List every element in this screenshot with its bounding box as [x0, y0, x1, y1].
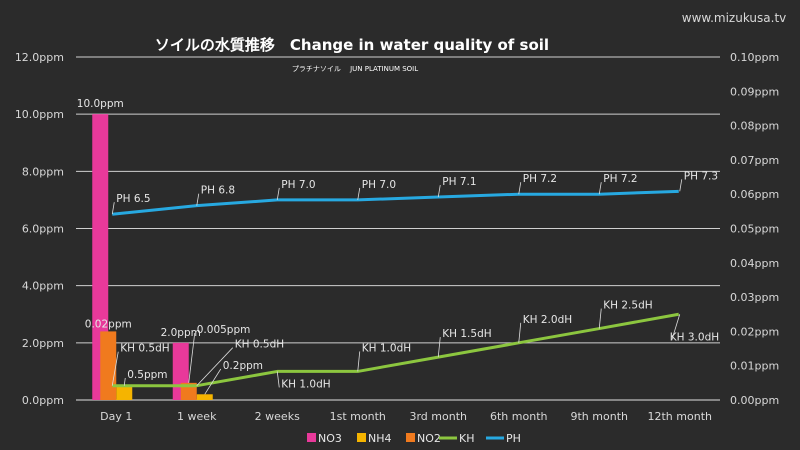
- ph-data-label-leader: [679, 179, 683, 192]
- kh-data-label: KH 0.5dH: [120, 343, 169, 355]
- legend-label-no3: NO3: [318, 432, 342, 445]
- line-kh: [112, 312, 680, 388]
- x-tick-label: Day 1: [100, 410, 132, 423]
- ph-data-label: PH 7.0: [281, 179, 315, 191]
- legend-label-no2: NO2: [417, 432, 441, 445]
- kh-data-label-leader: [671, 314, 681, 341]
- bar-nh4: [196, 394, 213, 400]
- y-left-tick-label: 8.0ppm: [22, 165, 64, 178]
- ph-data-label: PH 6.5: [116, 193, 150, 205]
- bar-nh4: [116, 385, 133, 400]
- y-right-tick-label: 0.10ppm: [730, 51, 779, 64]
- x-tick-label: 6th month: [490, 410, 548, 423]
- bar-no2: [100, 331, 117, 400]
- line-ph: [112, 189, 679, 216]
- y-right-tick-label: 0.01ppm: [730, 360, 779, 373]
- x-tick-label: 3rd month: [409, 410, 467, 423]
- ph-data-label-leader: [276, 187, 280, 200]
- x-tick-label: 1 week: [177, 410, 217, 423]
- kh-data-label-leader: [196, 347, 234, 386]
- y-left-tick-label: 0.0ppm: [22, 394, 64, 407]
- chart-title: ソイルの水質推移 Change in water quality of soil: [155, 36, 549, 54]
- site-label: www.mizukusa.tv: [682, 11, 787, 25]
- y-left-tick-label: 12.0ppm: [15, 51, 64, 64]
- chart-subtitle: プラチナソイル JUN PLATINUM SOIL: [292, 65, 418, 73]
- kh-data-label: KH 3.0dH: [670, 331, 719, 343]
- kh-data-label: KH 2.5dH: [603, 300, 652, 312]
- y-left-tick-label: 6.0ppm: [22, 223, 64, 236]
- no3-data-label: 2.0ppm: [161, 327, 201, 339]
- ph-data-label: PH 7.3: [684, 170, 718, 182]
- legend-swatch-no3: [307, 433, 316, 442]
- ph-data-label-leader: [196, 193, 200, 206]
- nh4-data-label: 0.5ppm: [127, 369, 167, 381]
- kh-data-label-leader: [598, 308, 602, 329]
- y-right-tick-label: 0.03ppm: [730, 291, 779, 304]
- legend-label-kh: KH: [459, 432, 475, 445]
- y-left-tick-label: 10.0ppm: [15, 108, 64, 121]
- ph-data-label: PH 6.8: [201, 185, 235, 197]
- ph-data-label-leader: [598, 182, 602, 195]
- kh-data-label: KH 1.0dH: [362, 342, 411, 354]
- y-right-tick-label: 0.05ppm: [730, 223, 779, 236]
- nh4-data-label-leader: [123, 377, 126, 386]
- y-right-tick-label: 0.09ppm: [730, 85, 779, 98]
- y-right-tick-label: 0.08ppm: [730, 120, 779, 133]
- kh-data-label: KH 0.5dH: [235, 339, 284, 351]
- ph-data-label: PH 7.0: [362, 179, 396, 191]
- legend-label-ph: PH: [506, 432, 521, 445]
- x-tick-label: 1st month: [330, 410, 386, 423]
- kh-data-label: KH 1.0dH: [281, 378, 330, 390]
- y-right-tick-label: 0.06ppm: [730, 188, 779, 201]
- y-right-tick-label: 0.04ppm: [730, 257, 779, 270]
- ph-data-label-leader: [357, 187, 361, 200]
- x-tick-label: 9th month: [571, 410, 629, 423]
- ph-data-label-leader: [437, 184, 441, 198]
- legend: NO3 NH4 NO2 KH PH: [307, 432, 521, 445]
- legend-label-nh4: NH4: [368, 432, 392, 445]
- no3-data-label: 10.0ppm: [77, 98, 124, 110]
- kh-data-label-leader: [518, 322, 522, 343]
- legend-swatch-no2: [406, 433, 415, 442]
- ph-data-label: PH 7.2: [603, 173, 637, 185]
- kh-data-label: KH 2.0dH: [523, 314, 572, 326]
- ph-data-label: PH 7.1: [442, 176, 476, 188]
- kh-data-label-leader: [437, 337, 441, 358]
- x-tick-label: 12th month: [648, 410, 713, 423]
- y-left-tick-label: 4.0ppm: [22, 280, 64, 293]
- nh4-data-label-leader: [204, 368, 222, 395]
- nh4-data-label: 0.2ppm: [223, 360, 263, 372]
- y-right-tick-label: 0.02ppm: [730, 325, 779, 338]
- no2-data-label: 0.02ppm: [85, 318, 132, 330]
- no2-data-label-leader: [188, 332, 196, 383]
- kh-data-label-leader: [111, 351, 119, 386]
- kh-data-label-leader: [357, 351, 361, 372]
- y-left-tick-label: 2.0ppm: [22, 337, 64, 350]
- y-right-tick-label: 0.07ppm: [730, 154, 779, 167]
- x-tick-label: 2 weeks: [255, 410, 300, 423]
- legend-swatch-nh4: [357, 433, 366, 442]
- kh-data-label: KH 1.5dH: [442, 328, 491, 340]
- y-right-tick-label: 0.00ppm: [730, 394, 779, 407]
- kh-data-label-leader: [276, 371, 280, 388]
- ph-data-label: PH 7.2: [523, 173, 557, 185]
- no2-data-label: 0.005ppm: [197, 324, 251, 336]
- ph-data-label-leader: [518, 182, 522, 195]
- bar-no3: [92, 114, 109, 401]
- ph-data-label-leader: [111, 202, 115, 215]
